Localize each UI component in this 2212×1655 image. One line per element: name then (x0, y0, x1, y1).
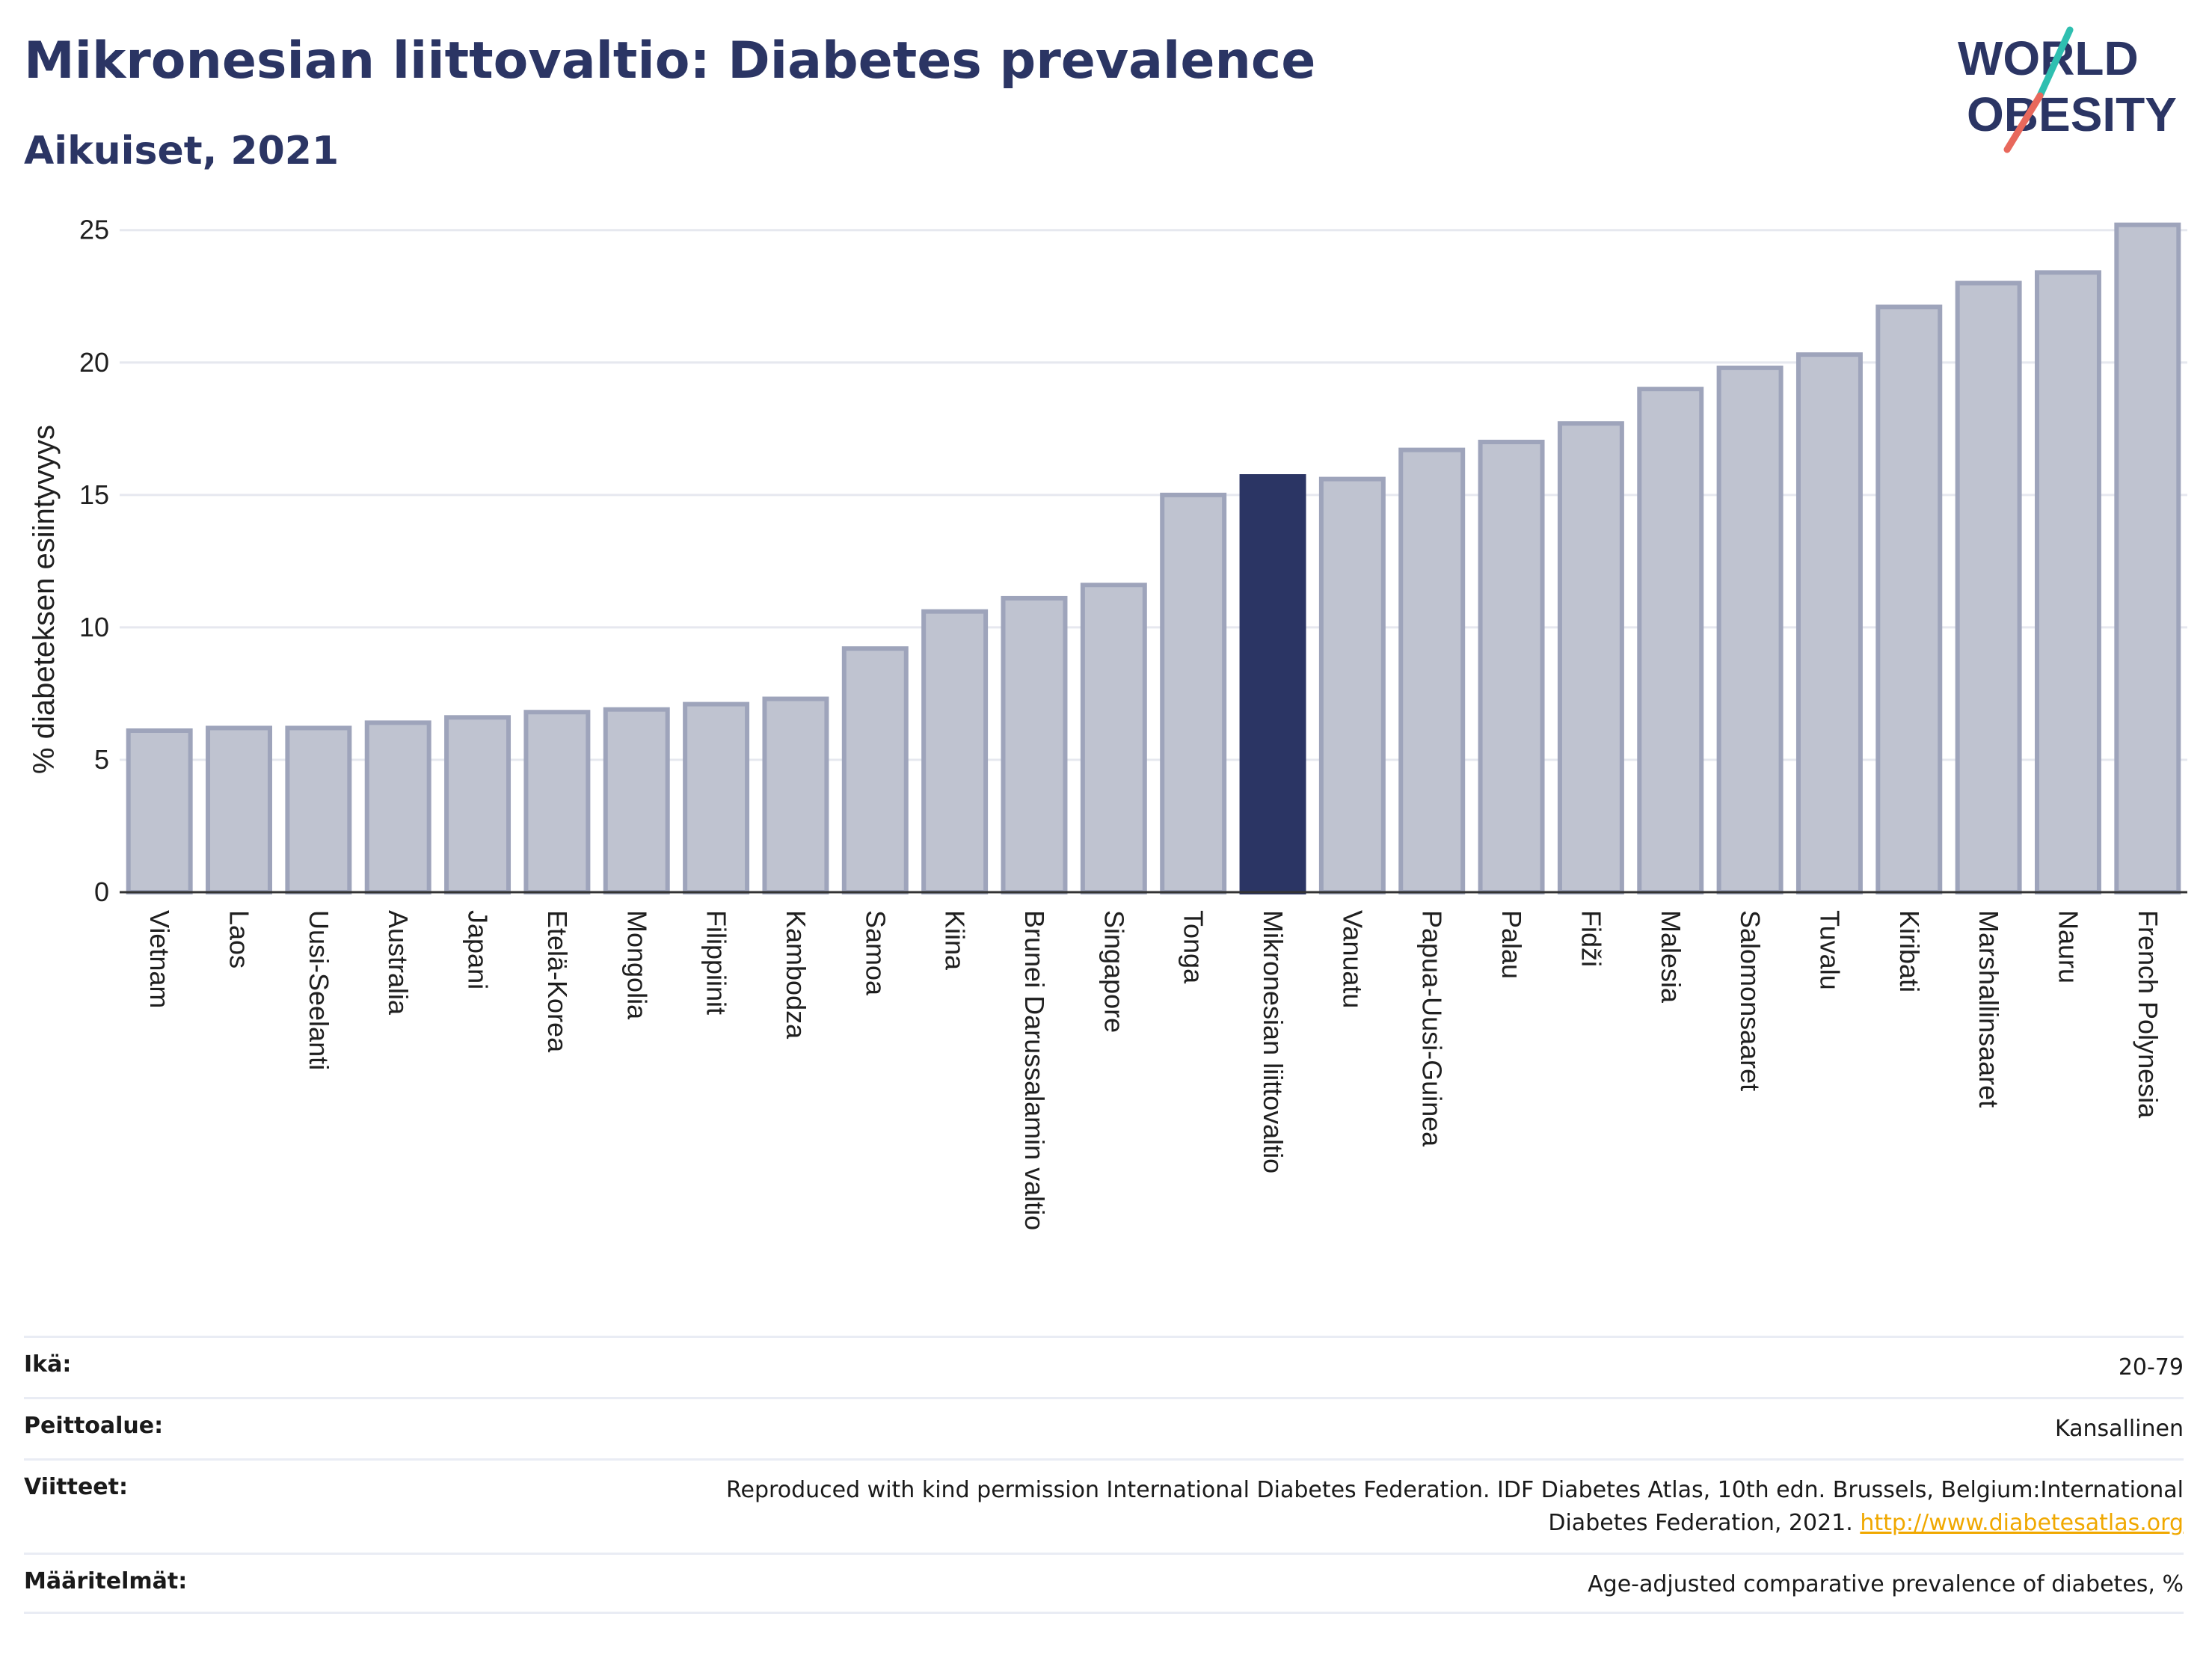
metadata-row: Ikä: 20-79 (24, 1336, 2184, 1397)
x-tick-label: Mongolia (621, 910, 652, 1020)
x-tick-label: Filippiinit (701, 910, 732, 1015)
bar (1955, 280, 2022, 894)
metadata-value: Age-adjusted comparative prevalence of d… (1588, 1568, 2184, 1601)
metadata-value-text: Age-adjusted comparative prevalence of d… (1588, 1571, 2184, 1597)
x-tick-label: Laos (224, 910, 255, 968)
x-tick-label: Kiribati (1894, 910, 1925, 992)
chart-subtitle: Aikuiset, 2021 (24, 129, 340, 174)
y-axis-ticks: 0 5 10 15 20 25 (79, 215, 109, 907)
bar (444, 715, 511, 894)
x-tick-label: Malesia (1656, 910, 1686, 1004)
x-tick-label: Mikronesian liittovaltio (1258, 910, 1288, 1173)
x-axis-ticks: Vietnam Laos Uusi-Seelanti Australia Japani E… (144, 910, 2163, 1230)
bar (921, 609, 989, 895)
bar (523, 710, 591, 895)
x-tick-label: Papua-Uusi-Guinea (1417, 910, 1448, 1147)
logo-line2: OBESITY (1967, 87, 2177, 141)
metadata-value: Kansallinen (2055, 1413, 2184, 1446)
metadata-value: 20-79 (2119, 1351, 2184, 1384)
metadata-row: Määritelmät: Age-adjusted comparative pre… (24, 1553, 2184, 1614)
y-tick-label: 5 (94, 744, 109, 775)
x-tick-label: Japani (463, 910, 494, 989)
x-tick-label: Palau (1496, 910, 1527, 979)
metadata-value-text: 20-79 (2118, 1354, 2184, 1381)
x-tick-label: Nauru (2053, 910, 2083, 983)
bar (1398, 447, 1466, 894)
metadata-label: Viitteet: (24, 1474, 128, 1500)
bar (603, 707, 670, 894)
x-tick-label: Vietnam (144, 910, 175, 1008)
bar (1557, 421, 1624, 894)
bar-highlight (1239, 474, 1306, 895)
x-tick-label: Kambodza (781, 910, 811, 1040)
x-tick-label: Kiina (940, 910, 971, 971)
metadata-value-text: Kansallinen (2054, 1416, 2184, 1442)
x-tick-label: Singapore (1099, 910, 1129, 1033)
bar (1160, 492, 1227, 894)
metadata-label: Ikä: (24, 1351, 72, 1378)
metadata-row: Viitteet: Reproduced with kind permission… (24, 1458, 2184, 1553)
x-tick-label: Salomonsaaret (1735, 910, 1766, 1091)
source-link[interactable]: http://www.diabetesatlas.org (1860, 1510, 2184, 1536)
metadata-label: Peittoalue: (24, 1413, 164, 1439)
chart-title: Mikronesian liittovaltio: Diabetes preva… (24, 31, 1316, 90)
x-tick-label: Fidži (1576, 910, 1606, 967)
y-tick-label: 20 (79, 347, 109, 378)
bar (2114, 222, 2181, 894)
bar (1875, 304, 1943, 894)
bar (1716, 365, 1784, 895)
y-tick-label: 10 (79, 612, 109, 642)
bar (126, 728, 193, 894)
metadata-table: Ikä: 20-79 Peittoalue: Kansallinen Viitteet:… (24, 1336, 2184, 1614)
x-tick-label: French Polynesia (2133, 910, 2163, 1119)
x-tick-label: Marshallinsaaret (1973, 910, 2004, 1108)
x-tick-label: Australia (383, 910, 414, 1016)
world-obesity-logo: WORLD OBESITY (1958, 26, 2177, 153)
y-axis-label: % diabeteksen esiintyvyys (28, 425, 61, 774)
bar (1001, 595, 1068, 894)
bar (1637, 387, 1704, 895)
x-tick-label: Tuvalu (1814, 910, 1845, 990)
bar (841, 646, 909, 895)
x-tick-label: Brunei Darussalamin valtio (1019, 910, 1050, 1230)
y-tick-label: 0 (94, 876, 109, 907)
bar (2035, 270, 2101, 895)
x-tick-label: Tonga (1179, 910, 1209, 984)
bar (206, 725, 272, 895)
bar (1478, 440, 1545, 894)
bar (1318, 476, 1386, 894)
metadata-label: Määritelmät: (24, 1568, 188, 1594)
bar-chart: 0 5 10 15 20 25 Vietnam Laos Uusi-Seelanti Austr… (28, 215, 2187, 1230)
logo-slash-teal (2036, 26, 2074, 99)
x-tick-label: Uusi-Seelanti (304, 910, 334, 1070)
bar (683, 701, 750, 894)
bar (762, 696, 829, 895)
bars (126, 222, 2181, 895)
metadata-row: Peittoalue: Kansallinen (24, 1397, 2184, 1458)
bar (285, 725, 352, 895)
metadata-value: Reproduced with kind permission Internat… (688, 1474, 2184, 1540)
y-tick-label: 25 (79, 215, 109, 245)
bar (1795, 352, 1863, 894)
metadata-value-text: Reproduced with kind permission Internat… (726, 1477, 2184, 1536)
bar (364, 720, 431, 894)
x-tick-label: Vanuatu (1337, 910, 1368, 1008)
bar (1080, 583, 1147, 894)
logo-slash-coral (2003, 92, 2044, 153)
y-tick-label: 15 (79, 479, 109, 510)
x-tick-label: Samoa (860, 910, 891, 996)
x-tick-label: Etelä-Korea (542, 910, 573, 1053)
